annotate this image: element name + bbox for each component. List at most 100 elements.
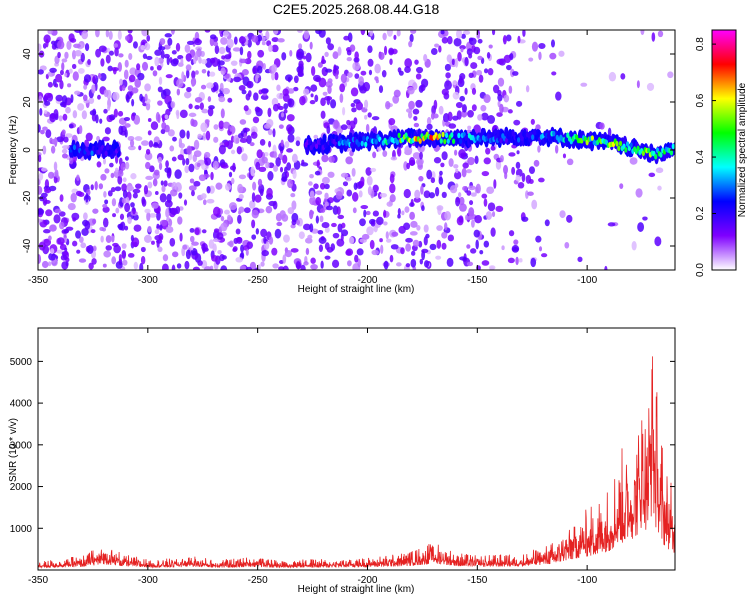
spectrogram-speck [78, 125, 83, 135]
spectrogram-speck [325, 68, 333, 73]
spectrogram-speck [263, 151, 269, 157]
signal-band-core [374, 139, 378, 145]
spectrogram-speck [282, 265, 289, 270]
spectrogram-speck [418, 175, 424, 182]
spectrogram-speck [220, 108, 225, 119]
spectrogram-speck [313, 134, 319, 139]
spectrogram-speck [283, 103, 289, 110]
spectrogram-speck [214, 44, 220, 55]
colorbar-bar [711, 29, 737, 271]
spectrogram-speck [201, 58, 208, 65]
spectrogram-speck [40, 129, 45, 135]
spectrogram-speck [124, 161, 130, 170]
spectrogram-speck [81, 30, 89, 40]
spectrogram-speck [436, 225, 443, 231]
spectrogram-speck [448, 158, 454, 167]
spectrogram-speck [466, 48, 473, 56]
spectrogram-speck [525, 85, 530, 93]
spectrogram-speck [300, 264, 306, 270]
signal-band-core [636, 145, 640, 152]
spectrogram-speck [293, 75, 299, 84]
spectrogram-speck [428, 192, 436, 199]
spectrogram-speck [45, 209, 53, 217]
spectrogram-speck [265, 205, 273, 214]
signal-band-core [439, 138, 443, 144]
spectrogram-speck [44, 100, 51, 106]
spectrogram-speck [466, 261, 474, 267]
spectrogram-speck [249, 200, 256, 209]
spectrogram-speck [158, 162, 163, 170]
spectrogram-speck [316, 159, 320, 169]
spectrogram-speck [176, 78, 184, 89]
spectrogram-speck [170, 189, 178, 197]
spectrogram-speck [47, 261, 52, 267]
spectrogram-speck [452, 115, 459, 121]
spectrogram-speck [42, 145, 47, 155]
spectrogram-speck [92, 76, 96, 84]
spectrogram-speck [378, 51, 385, 60]
spectrogram-speck [260, 228, 268, 238]
spectrogram-speck [85, 192, 89, 203]
spectrogram-speck [71, 63, 77, 70]
signal-band-core [618, 140, 623, 147]
spectrogram-speck [281, 213, 289, 222]
spectrogram-speck [271, 64, 278, 73]
spectrogram-speck [250, 166, 255, 177]
spectrogram-speck [511, 244, 520, 253]
spectrogram-speck [314, 170, 321, 176]
spectrogram-speck [201, 68, 207, 74]
spectrogram-speck [68, 123, 74, 129]
spectrogram-speck [145, 175, 154, 181]
spectrogram-speck [461, 33, 466, 39]
spectrogram-speck [535, 235, 542, 243]
spectrogram-speck [188, 112, 197, 118]
spectrogram-speck [258, 30, 263, 34]
spectrogram-speck [501, 245, 505, 251]
spectrogram-speck [154, 49, 162, 56]
spectrogram-speck [381, 70, 387, 78]
spectrogram-speck [206, 198, 215, 204]
spectrogram-speck [361, 233, 370, 240]
spectrogram-speck [218, 60, 225, 66]
spectrogram-speck [318, 236, 327, 244]
spectrogram-speck [54, 83, 59, 88]
spectrogram-speck [424, 260, 430, 268]
spectrogram-speck [267, 128, 273, 136]
spectrogram-speck [305, 52, 312, 63]
spectrogram-speck [113, 244, 122, 254]
spectrogram-speck [496, 58, 504, 65]
spectrogram-speck [396, 30, 401, 37]
spectrogram-speck [184, 44, 191, 53]
spectrogram-speck [178, 142, 185, 149]
spectrogram-speck [194, 97, 203, 103]
spectrogram-speck [53, 161, 58, 172]
spectrogram-speck [150, 66, 154, 71]
spectrogram-speck [191, 80, 195, 87]
spectrogram-speck [43, 238, 52, 247]
spectrogram-speck [241, 69, 249, 76]
spectrogram-speck [447, 35, 453, 45]
spectrogram-speck [241, 153, 248, 162]
spectrogram-speck [416, 224, 421, 231]
signal-band-core [504, 137, 508, 144]
spectrogram-speck [471, 219, 475, 228]
spectrogram-speck [389, 194, 396, 203]
spectrogram-speck [98, 45, 107, 53]
spectrogram-speck [311, 65, 316, 76]
spectrogram-speck [273, 30, 279, 35]
signal-band-core [116, 146, 120, 152]
spectrogram-speck [360, 30, 366, 36]
spectrogram-speck [339, 83, 346, 93]
spectrogram-speck [271, 247, 278, 256]
spectrogram-speck [466, 190, 472, 196]
spectrogram-speck [528, 57, 534, 62]
spectrogram-speck [464, 56, 469, 67]
spectrogram-speck [127, 85, 134, 92]
spectrogram-speck [434, 43, 440, 48]
spectrogram-speck [299, 96, 306, 106]
signal-band-core [532, 129, 537, 136]
spectrogram-speck [56, 249, 64, 254]
spectrogram-speck [390, 244, 399, 250]
spectrogram-speck [511, 166, 516, 175]
spectrogram-speck [123, 117, 131, 122]
